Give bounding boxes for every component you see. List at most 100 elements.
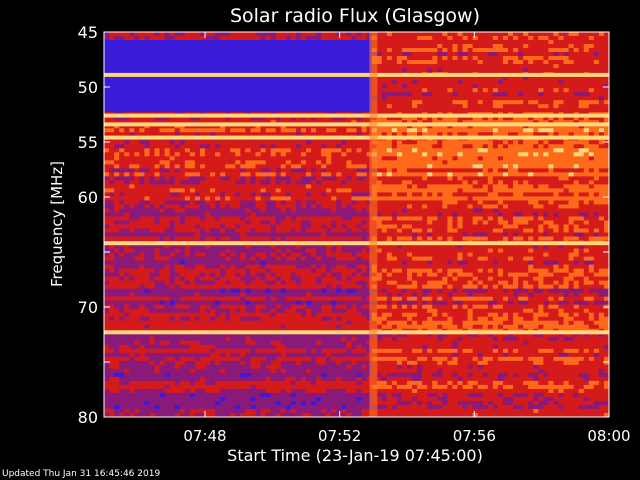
heatmap-cell — [396, 196, 403, 201]
heatmap-cell — [548, 76, 554, 81]
heatmap-cell — [487, 172, 494, 177]
heatmap-cell — [401, 204, 408, 209]
heatmap-cell — [492, 68, 499, 73]
heatmap-cell — [275, 228, 282, 233]
heatmap-cell — [109, 84, 115, 89]
heatmap-cell — [250, 100, 256, 105]
heatmap-cell — [346, 224, 352, 229]
heatmap-cell — [215, 128, 221, 133]
heatmap-cell — [422, 96, 428, 101]
heatmap-cell — [437, 96, 443, 101]
heatmap-cell — [598, 196, 605, 201]
heatmap-cell — [533, 172, 539, 177]
heatmap-cell — [280, 168, 287, 173]
heatmap-cell — [442, 68, 448, 73]
heatmap-cell — [518, 180, 524, 185]
heatmap-cell — [275, 196, 282, 201]
heatmap-cell — [487, 76, 494, 81]
heatmap-cell — [270, 160, 277, 165]
heatmap-cell — [543, 228, 549, 233]
heatmap-cell — [275, 156, 282, 161]
heatmap-cell — [215, 208, 221, 213]
heatmap-cell — [169, 40, 176, 45]
heatmap-cell — [543, 148, 549, 153]
heatmap-cell — [548, 52, 554, 57]
heatmap-cell — [240, 44, 246, 49]
heatmap-cell — [558, 184, 564, 189]
heatmap-cell — [432, 212, 438, 217]
heatmap-cell — [159, 68, 165, 73]
heatmap-cell — [215, 188, 221, 193]
heatmap-cell — [553, 228, 559, 233]
heatmap-cell — [255, 44, 261, 49]
heatmap-cell — [502, 108, 509, 113]
heatmap-cell — [250, 60, 256, 65]
heatmap-cell — [467, 132, 474, 137]
heatmap-cell — [513, 52, 519, 57]
heatmap-cell — [119, 52, 125, 57]
heatmap-cell — [437, 88, 443, 93]
heatmap-cell — [442, 36, 448, 41]
heatmap-cell — [220, 68, 226, 73]
heatmap-cell — [159, 92, 165, 97]
heatmap-cell — [412, 192, 418, 197]
heatmap-cell — [376, 104, 383, 109]
heatmap-cell — [533, 52, 539, 57]
heatmap-cell — [396, 128, 403, 133]
heatmap-cell — [563, 132, 569, 137]
heatmap-cell — [169, 176, 176, 181]
heatmap-cell — [492, 168, 499, 173]
heatmap-cell — [134, 172, 140, 177]
heatmap-cell — [528, 36, 534, 41]
heatmap-cell — [583, 196, 590, 201]
heatmap-cell — [321, 228, 327, 233]
heatmap-cell — [205, 100, 211, 105]
heatmap-cell — [154, 32, 160, 37]
heatmap-cell — [124, 32, 130, 37]
heatmap-cell — [593, 48, 600, 53]
heatmap-cell — [139, 208, 145, 213]
heatmap-cell — [558, 228, 564, 233]
heatmap-cell — [543, 152, 549, 157]
heatmap-cell — [326, 116, 332, 121]
heatmap-cell — [391, 220, 398, 225]
heatmap-cell — [109, 160, 115, 165]
heatmap-cell — [199, 60, 206, 65]
heatmap-cell — [194, 212, 201, 217]
heatmap-cell — [205, 168, 211, 173]
heatmap-cell — [543, 32, 549, 37]
heatmap-cell — [139, 184, 145, 189]
heatmap-cell — [290, 144, 297, 149]
heatmap-cell — [573, 188, 580, 193]
heatmap-cell — [336, 68, 342, 73]
heatmap-cell — [189, 188, 196, 193]
heatmap-cell — [462, 92, 468, 97]
heatmap-cell — [189, 128, 196, 133]
heatmap-cell — [533, 84, 539, 89]
heatmap-cell — [563, 124, 569, 129]
heatmap-cell — [583, 32, 590, 37]
heatmap-cell — [467, 204, 474, 209]
heatmap-cell — [260, 124, 266, 129]
heatmap-cell — [215, 216, 221, 221]
heatmap-cell — [386, 196, 393, 201]
heatmap-cell — [144, 180, 150, 185]
heatmap-cell — [119, 76, 125, 81]
heatmap-cell — [245, 104, 251, 109]
heatmap-cell — [341, 36, 347, 41]
heatmap-cell — [169, 172, 176, 177]
heatmap-cell — [215, 64, 221, 69]
heatmap-cell — [477, 172, 484, 177]
heatmap-cell — [593, 152, 600, 157]
heatmap-cell — [497, 116, 504, 121]
heatmap-cell — [300, 92, 307, 97]
heatmap-cell — [194, 172, 201, 177]
heatmap-cell — [472, 180, 479, 185]
heatmap-cell — [326, 216, 332, 221]
heatmap-cell — [427, 96, 433, 101]
heatmap-cell — [573, 44, 580, 49]
heatmap-cell — [220, 40, 226, 45]
heatmap-cell — [336, 192, 342, 197]
heatmap-cell — [331, 56, 337, 61]
heatmap-cell — [386, 52, 393, 57]
